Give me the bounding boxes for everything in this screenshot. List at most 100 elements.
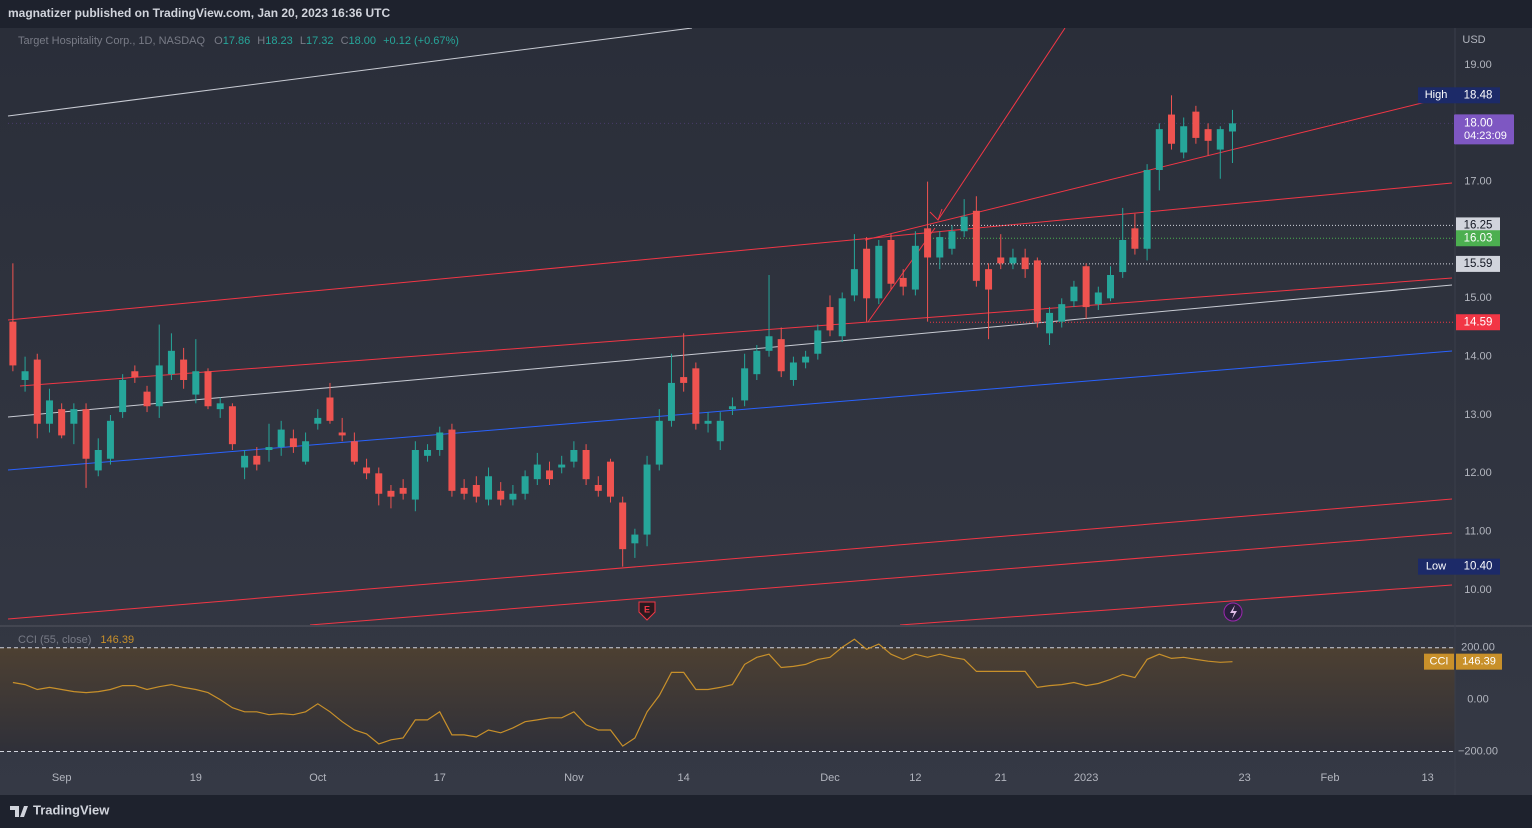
price-level-label: 10.40 [1464, 561, 1493, 573]
trend-line [309, 532, 1453, 625]
candle-body [1167, 114, 1175, 144]
candle-body [326, 397, 334, 421]
candle-body [314, 417, 322, 424]
candle-body [1070, 286, 1078, 302]
candle-body [802, 356, 810, 363]
x-tick-label: 14 [678, 772, 690, 784]
publisher-text: magnatizer published on TradingView.com,… [8, 6, 390, 20]
y-tick-label: 19.00 [1464, 59, 1492, 71]
candle-body [1143, 169, 1151, 249]
candle-body [1094, 292, 1102, 305]
candle-body [753, 350, 761, 375]
candle-body [814, 330, 822, 354]
dividend-icon [1223, 602, 1243, 622]
candle-body [570, 449, 578, 462]
y-tick-label: 10.00 [1464, 584, 1492, 596]
marks: 10.0011.0012.0013.0014.0015.0016.0017.00… [8, 59, 1514, 784]
trend-line [19, 277, 1453, 387]
candle-body [216, 403, 224, 410]
x-tick-label: 17 [434, 772, 446, 784]
candle-body [241, 455, 249, 468]
candle-body [106, 420, 114, 459]
candle-body [1058, 304, 1066, 322]
candle-body [436, 432, 444, 450]
candle-body [887, 239, 895, 284]
legend-change: +0.12 (+0.67%) [383, 35, 459, 47]
footer-bar [0, 795, 1532, 828]
cci-name: CCI (55, close) [18, 634, 91, 646]
cci-value-label: 146.39 [1462, 656, 1496, 668]
candle-body [777, 339, 785, 372]
trend-line [7, 28, 693, 117]
cci-badge [1424, 653, 1454, 670]
cci-tick-label: −200.00 [1458, 745, 1498, 757]
candle-body [533, 464, 541, 480]
symbol-title: Target Hospitality Corp., 1D, NASDAQ [18, 35, 206, 47]
candle-body [826, 307, 834, 331]
candle-body [1021, 257, 1029, 270]
legend-key: O [214, 35, 223, 47]
candle-body [58, 409, 66, 436]
legend: Target Hospitality Corp., 1D, NASDAQ O 17… [18, 35, 459, 47]
candle-body [643, 464, 651, 535]
candle-body [253, 455, 261, 465]
cci-legend: CCI (55, close) 146.39 [18, 634, 134, 646]
candle-body [45, 400, 53, 424]
y-tick-label: 17.00 [1464, 176, 1492, 188]
cci-band-fill [0, 647, 1455, 752]
x-tick-label: Oct [309, 772, 326, 784]
candle-body [960, 216, 968, 232]
trend-line [867, 227, 936, 323]
candle-body [911, 245, 919, 290]
trend-line [7, 498, 1453, 620]
event-icon: E [638, 601, 656, 621]
candle-body [119, 379, 127, 413]
x-tick-label: 12 [909, 772, 921, 784]
candle-body [899, 277, 907, 287]
candle-body [228, 406, 236, 445]
candle-body [1046, 312, 1054, 334]
cci-pane [0, 647, 1455, 753]
legend-value: 18.00 [349, 35, 377, 47]
candle-body [265, 447, 273, 450]
header-bar [0, 0, 1532, 28]
price-level-badge [1456, 314, 1500, 331]
currency-label: USD [1462, 34, 1485, 46]
candle-body [692, 368, 700, 424]
candle-body [985, 269, 993, 290]
candle-body [1033, 260, 1041, 322]
candle-body [472, 484, 480, 497]
candle-body [875, 245, 883, 299]
candle-body [424, 449, 432, 456]
x-tick-label: 21 [995, 772, 1007, 784]
y-tick-label: 11.00 [1465, 526, 1492, 538]
legend-value: 17.32 [306, 35, 334, 47]
price-level-badge [1456, 230, 1500, 247]
price-level-badge [1456, 217, 1500, 234]
candle-body [924, 228, 932, 258]
candle-body [972, 210, 980, 281]
candle-body [289, 438, 297, 448]
candle-body [509, 493, 517, 500]
brand-name: TradingView [33, 802, 110, 817]
price-level-name-badge [1418, 558, 1456, 575]
candle-body [70, 409, 78, 424]
candle-body [497, 490, 505, 500]
price-level-label: 16.25 [1464, 219, 1493, 231]
candle-body [167, 350, 175, 375]
trend-line [7, 350, 1453, 471]
candle-body [131, 371, 139, 378]
candle-body [850, 269, 858, 296]
candle-body [277, 429, 285, 448]
candle-body [546, 470, 553, 480]
legend-key: C [341, 35, 349, 47]
candle-body [619, 502, 627, 550]
trend-line [7, 284, 1453, 418]
candle-body [606, 461, 614, 497]
price-level-badge [1456, 87, 1500, 104]
candle-body [1192, 111, 1200, 138]
legend-key: L [300, 35, 306, 47]
drawings [7, 28, 1453, 625]
candle-body [741, 368, 749, 401]
